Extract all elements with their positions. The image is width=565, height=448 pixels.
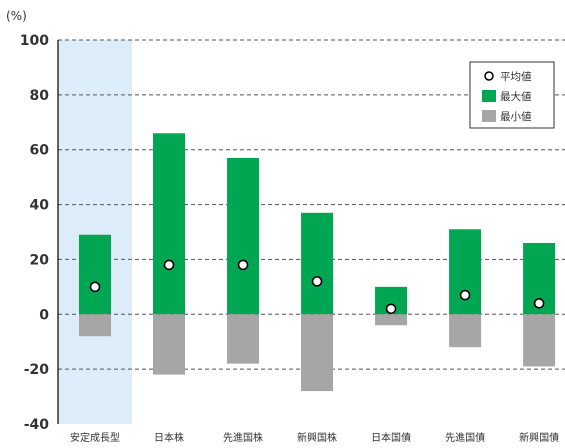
y-tick-label: -20 bbox=[24, 362, 50, 378]
x-tick-label: 先進国債 bbox=[445, 431, 485, 444]
mean-point bbox=[163, 259, 175, 271]
bar-min bbox=[523, 314, 556, 367]
y-tick-label: 0 bbox=[39, 307, 49, 323]
x-tick-label: 新興国株 bbox=[297, 431, 337, 444]
x-tick-labels: 安定成長型 日本株 先進国株 新興国株 日本国債 先進国債 新興国債 bbox=[70, 431, 559, 444]
bar-min bbox=[375, 314, 408, 326]
legend: 平均値 最大値 最小値 bbox=[469, 61, 555, 129]
y-tick-label: 20 bbox=[30, 252, 50, 268]
y-unit-label: (%) bbox=[6, 9, 27, 23]
x-tick-label: 安定成長型 bbox=[70, 431, 120, 444]
mean-markers bbox=[89, 259, 545, 315]
y-tick-label: -40 bbox=[24, 417, 50, 433]
y-tick-label: 60 bbox=[30, 143, 50, 159]
x-tick-label: 新興国債 bbox=[519, 431, 559, 444]
bar-max bbox=[153, 133, 186, 315]
y-tick-label: 40 bbox=[30, 198, 50, 214]
legend-mean-label: 平均値 bbox=[500, 70, 532, 83]
legend-mean-marker bbox=[484, 71, 494, 81]
bar-max bbox=[449, 229, 482, 315]
x-tick-label: 先進国株 bbox=[223, 431, 263, 444]
x-tick-label: 日本株 bbox=[154, 431, 184, 444]
legend-max-label: 最大値 bbox=[500, 90, 532, 103]
mean-point bbox=[385, 303, 397, 315]
legend-max-swatch bbox=[482, 90, 496, 102]
mean-point bbox=[89, 281, 101, 293]
legend-min-swatch bbox=[482, 110, 496, 122]
y-tick-label: 100 bbox=[20, 33, 49, 49]
y-tick-labels: 100 80 60 40 20 0 -20 -40 bbox=[20, 33, 49, 433]
bar-min bbox=[449, 314, 482, 348]
x-tick-label: 日本国債 bbox=[371, 431, 411, 444]
highlight-band bbox=[58, 40, 133, 424]
mean-point bbox=[237, 259, 249, 271]
bar-min bbox=[301, 314, 334, 392]
bar-min bbox=[227, 314, 260, 364]
y-tick-label: 80 bbox=[30, 88, 50, 104]
mean-point bbox=[311, 276, 323, 287]
bar-max bbox=[227, 157, 260, 315]
bar-min bbox=[79, 314, 112, 337]
legend-min-label: 最小値 bbox=[500, 110, 532, 123]
bars bbox=[79, 133, 556, 392]
bar-max bbox=[301, 212, 334, 315]
mean-point bbox=[533, 298, 545, 309]
bar-max bbox=[79, 234, 112, 315]
bar-min bbox=[153, 314, 186, 375]
mean-point bbox=[459, 289, 471, 301]
